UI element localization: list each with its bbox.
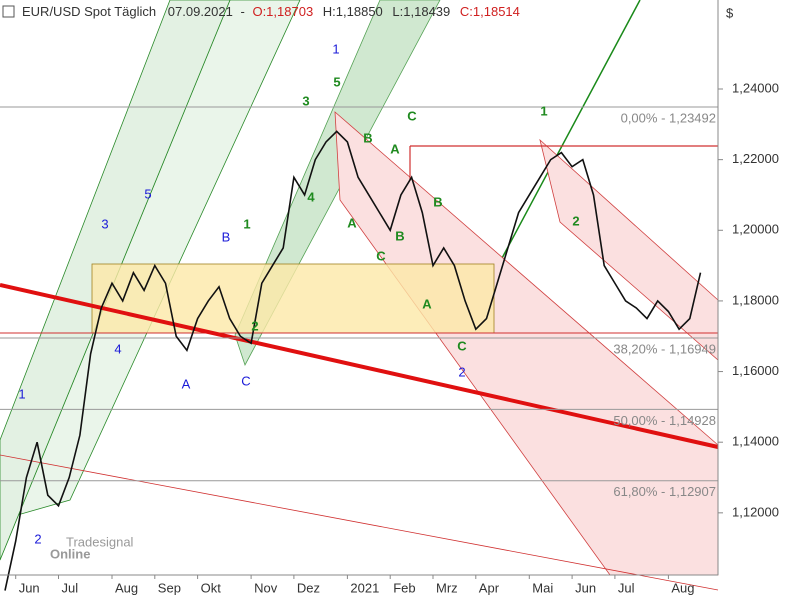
y-tick-label: 1,12000 (732, 504, 779, 519)
x-tick-label: Mai (532, 580, 553, 595)
y-tick-label: 1,16000 (732, 363, 779, 378)
y-tick-label: 1,18000 (732, 292, 779, 307)
wave-label-major: 1 (18, 386, 25, 401)
wave-label-major: 3 (101, 216, 108, 231)
wave-label-major: C (241, 373, 250, 388)
wave-label-minor: A (422, 296, 432, 311)
close: C:1,18514 (460, 4, 520, 19)
x-tick-label: Aug (115, 580, 138, 595)
wave-label-minor: B (395, 228, 404, 243)
wave-label-minor: 5 (333, 74, 340, 89)
logo: Online (50, 546, 90, 561)
wave-label-major: 2 (34, 531, 41, 546)
x-tick-label: Sep (158, 580, 181, 595)
wave-label-major: B (222, 229, 231, 244)
logo-small: Tradesignal (66, 534, 134, 549)
plot (0, 106, 718, 591)
wave-label-minor: 1 (540, 103, 547, 118)
chart-title: EUR/USD Spot Täglich 07.09.2021 - O:1,18… (22, 4, 520, 19)
x-tick-label: Aug (671, 580, 694, 595)
wave-label-major: 2 (458, 364, 465, 379)
x-tick-label: Nov (254, 580, 278, 595)
fib-label: 61,80% - 1,12907 (613, 484, 716, 499)
window-icon (2, 5, 15, 18)
wave-label-major: A (182, 376, 191, 391)
high: H:1,18850 (323, 4, 383, 19)
symbol: EUR/USD Spot Täglich (22, 4, 156, 19)
y-tick-label: 1,24000 (732, 80, 779, 95)
wave-label-minor: 4 (307, 189, 315, 204)
fib-label: 38,20% - 1,16949 (613, 341, 716, 356)
price-line (4, 130, 702, 591)
x-tick-label: 2021 (350, 580, 379, 595)
wave-label-minor: C (457, 338, 467, 353)
wave-label-minor: C (407, 108, 417, 123)
wave-label-major: 1 (332, 41, 339, 56)
y-axis-label: $ (726, 5, 734, 20)
x-tick-label: Jul (618, 580, 635, 595)
wave-label-minor: 2 (251, 318, 258, 333)
main-trendline (0, 283, 719, 449)
x-tick-label: Okt (201, 580, 222, 595)
x-tick-label: Jul (62, 580, 79, 595)
fib-label: 50,00% - 1,14928 (613, 413, 716, 428)
x-tick-label: Mrz (436, 580, 458, 595)
open: O:1,18703 (252, 4, 313, 19)
y-tick-label: 1,22000 (732, 151, 779, 166)
date: 07.09.2021 (168, 4, 233, 19)
low: L:1,18439 (392, 4, 450, 19)
x-tick-label: Apr (479, 580, 500, 595)
x-tick-label: Jun (19, 580, 40, 595)
wave-label-minor: B (363, 130, 372, 145)
wave-label-minor: A (390, 141, 400, 156)
wave-label-minor: B (433, 194, 442, 209)
x-tick-label: Dez (297, 580, 320, 595)
y-tick-label: 1,20000 (732, 222, 779, 237)
wave-label-minor: C (376, 248, 386, 263)
range-box (91, 263, 495, 334)
x-tick-label: Feb (393, 580, 415, 595)
wave-label-minor: A (347, 215, 357, 230)
wave-label-major: 4 (114, 341, 121, 356)
wave-label-minor: 2 (572, 213, 579, 228)
x-tick-label: Jun (575, 580, 596, 595)
wave-label-minor: 3 (302, 93, 309, 108)
wave-label-major: 5 (144, 186, 151, 201)
separator: - (240, 4, 244, 19)
fib-label: 0,00% - 1,23492 (621, 110, 716, 125)
thin-trendline (0, 454, 719, 591)
y-tick-label: 1,14000 (732, 434, 779, 449)
wave-label-minor: 1 (243, 216, 250, 231)
